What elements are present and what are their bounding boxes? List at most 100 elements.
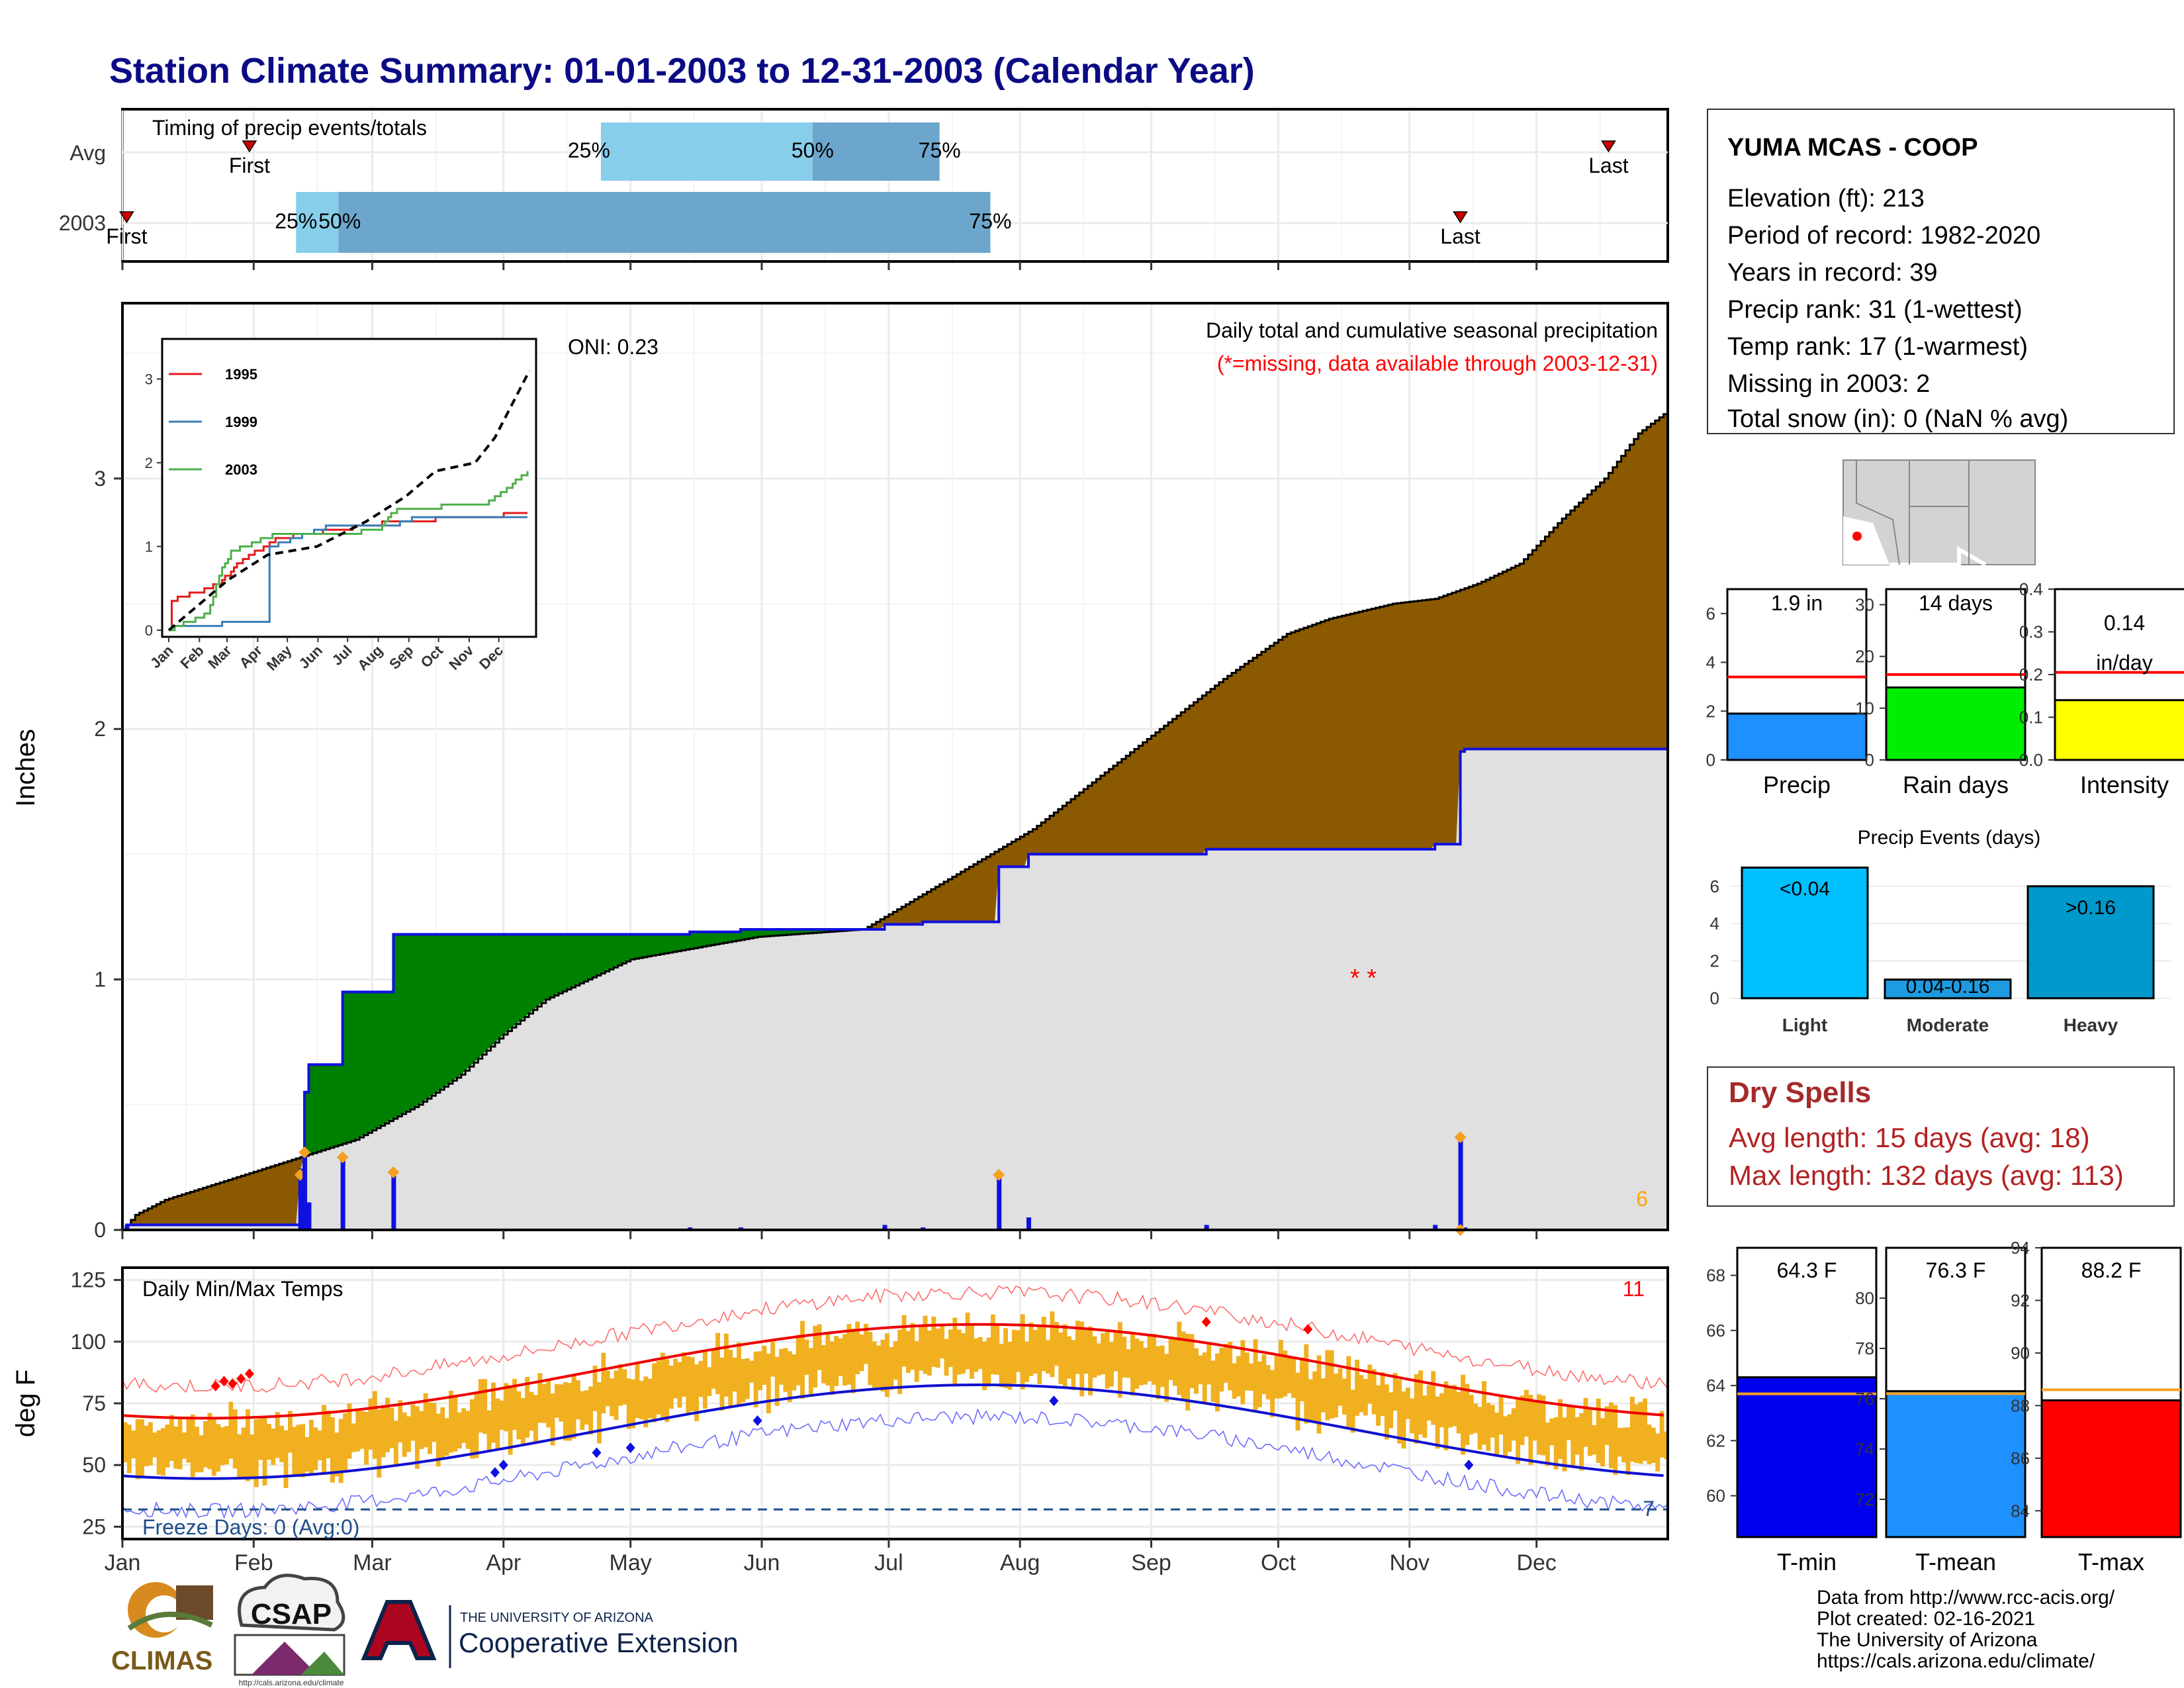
daily-temp-range-bar xyxy=(317,1430,322,1460)
temp-bar-tick-label: 60 xyxy=(1706,1486,1725,1506)
daily-temp-range-bar xyxy=(520,1397,525,1444)
daily-temp-range-bar xyxy=(880,1339,886,1392)
daily-temp-range-bar xyxy=(402,1412,407,1457)
dry-spells-max: Max length: 132 days (avg: 113) xyxy=(1729,1160,2124,1191)
daily-temp-range-bar xyxy=(1189,1334,1195,1389)
daily-temp-range-bar xyxy=(1342,1378,1347,1415)
daily-temp-range-bar xyxy=(770,1341,776,1377)
daily-temp-range-bar xyxy=(1046,1340,1050,1374)
credit-data-source: Data from http://www.rcc-acis.org/ xyxy=(1817,1587,2115,1609)
daily-temp-range-bar xyxy=(982,1341,987,1391)
daily-temp-range-bar xyxy=(749,1360,754,1383)
events-bar-light xyxy=(1741,867,1869,1000)
mini-chart-value: 14 days xyxy=(1919,591,1993,615)
daily-temp-range-bar xyxy=(1401,1391,1406,1449)
timing-label: Timing of precip events/totals xyxy=(152,116,427,140)
daily-temp-range-bar xyxy=(1570,1406,1576,1466)
mini-chart-tick-label: 0.1 xyxy=(2019,708,2043,727)
daily-temp-range-bar xyxy=(470,1399,475,1459)
mini-chart-value: 1.9 in xyxy=(1771,591,1823,615)
daily-temp-range-bar xyxy=(1214,1353,1220,1412)
mini-chart-tick-label: 0.0 xyxy=(2019,750,2043,770)
daily-temp-range-bar xyxy=(186,1416,191,1463)
daily-temp-range-bar xyxy=(1638,1401,1643,1464)
daily-temp-range-bar xyxy=(1625,1427,1631,1476)
daily-temp-range-bar xyxy=(999,1343,1004,1387)
timing-bar-50-75 xyxy=(338,192,991,253)
temp-bar-tick-label: 88 xyxy=(2011,1395,2030,1415)
daily-temp-range-bar xyxy=(690,1357,695,1411)
daily-temp-range-bar xyxy=(804,1339,809,1375)
timing-bar-25-50 xyxy=(600,122,813,181)
daily-temp-range-bar xyxy=(897,1329,903,1394)
mini-chart-precip: 0 2 4 6 1.9 in Precip xyxy=(1706,588,1868,798)
daily-temp-range-bar xyxy=(508,1385,513,1455)
missing-day-markers: * * xyxy=(1350,964,1377,992)
heavy-precip-marker xyxy=(993,1168,1005,1181)
daily-temp-range-bar xyxy=(1312,1371,1318,1423)
daily-temp-range-bar xyxy=(173,1427,179,1469)
record-low-marker xyxy=(625,1442,635,1454)
daily-temp-range-bar xyxy=(1558,1399,1563,1460)
temp-bar-label: T-min xyxy=(1777,1548,1837,1575)
daily-temp-range-bar xyxy=(741,1358,746,1403)
daily-temp-range-bar xyxy=(1147,1335,1152,1382)
timing-label-50: 50% xyxy=(792,138,834,162)
daily-temp-range-bar xyxy=(1621,1427,1627,1463)
daily-temp-range-bar xyxy=(1655,1433,1661,1472)
daily-temp-range-bar xyxy=(1007,1342,1013,1390)
daily-temp-range-bar xyxy=(580,1391,585,1430)
daily-temp-range-bar xyxy=(410,1404,416,1441)
daily-precip-bar xyxy=(302,1152,308,1230)
daily-temp-range-bar xyxy=(1270,1370,1275,1417)
daily-temp-range-bar xyxy=(381,1405,386,1458)
daily-temp-range-bar xyxy=(144,1425,149,1466)
daily-temp-range-bar xyxy=(537,1373,543,1423)
daily-temp-range-bar xyxy=(1092,1336,1097,1378)
temp-bar-tick-label: 74 xyxy=(1855,1439,1874,1459)
daily-precip-bar xyxy=(340,1157,345,1230)
daily-temp-range-bar xyxy=(364,1411,369,1465)
daily-temp-range-bar xyxy=(576,1380,580,1420)
daily-temp-range-bar xyxy=(444,1418,449,1456)
record-low-count: 7 xyxy=(1643,1497,1655,1521)
daily-temp-range-bar xyxy=(647,1378,653,1419)
daily-temp-range-bar xyxy=(1579,1413,1584,1471)
precip-note-daily-cumulative: Daily total and cumulative seasonal prec… xyxy=(1206,318,1658,342)
daily-temp-range-bar xyxy=(1071,1340,1076,1390)
daily-temp-range-bar xyxy=(1105,1332,1110,1389)
heavy-precip-marker xyxy=(387,1166,400,1178)
daily-temp-range-bar xyxy=(512,1379,517,1430)
credit-plot-created: Plot created: 02-16-2021 xyxy=(1817,1608,2035,1630)
daily-temp-range-bar xyxy=(1507,1414,1512,1452)
daily-temp-range-bar xyxy=(1011,1329,1017,1384)
daily-temp-range-bar xyxy=(267,1424,271,1460)
temp-bar-value: 76.3 F xyxy=(1926,1258,1986,1282)
temp-bar-tick-label: 76 xyxy=(1855,1389,1874,1409)
daily-temp-range-bar xyxy=(414,1406,420,1469)
record-low-marker xyxy=(1049,1395,1059,1407)
daily-temp-range-bar xyxy=(1634,1404,1639,1464)
daily-temp-range-bar xyxy=(292,1427,297,1476)
daily-temp-range-bar xyxy=(850,1329,856,1393)
daily-temp-range-bar xyxy=(758,1351,762,1390)
month-label: Oct xyxy=(1261,1550,1296,1575)
daily-temp-range-bar xyxy=(846,1324,852,1385)
daily-temp-range-bar xyxy=(1160,1345,1165,1387)
daily-temp-range-bar xyxy=(753,1351,758,1408)
daily-temp-range-bar xyxy=(1587,1409,1592,1456)
daily-temp-range-bar xyxy=(1232,1363,1237,1399)
daily-temp-range-bar xyxy=(440,1407,445,1458)
daily-temp-range-bar xyxy=(1156,1346,1161,1399)
daily-temp-range-bar xyxy=(1062,1324,1068,1388)
daily-temp-range-bar xyxy=(779,1348,784,1385)
events-bar-heavy xyxy=(2026,885,2155,1000)
daily-temp-range-bar xyxy=(1363,1379,1368,1416)
daily-temp-range-bar xyxy=(398,1400,403,1442)
daily-temp-range-bar xyxy=(355,1409,361,1452)
daily-temp-range-bar xyxy=(1405,1387,1410,1419)
daily-temp-range-bar xyxy=(1320,1378,1326,1413)
temp-y-axis-label: deg F xyxy=(11,1370,40,1437)
mini-chart-bar xyxy=(1885,686,2026,761)
temp-panel-label: Daily Min/Max Temps xyxy=(142,1277,343,1301)
